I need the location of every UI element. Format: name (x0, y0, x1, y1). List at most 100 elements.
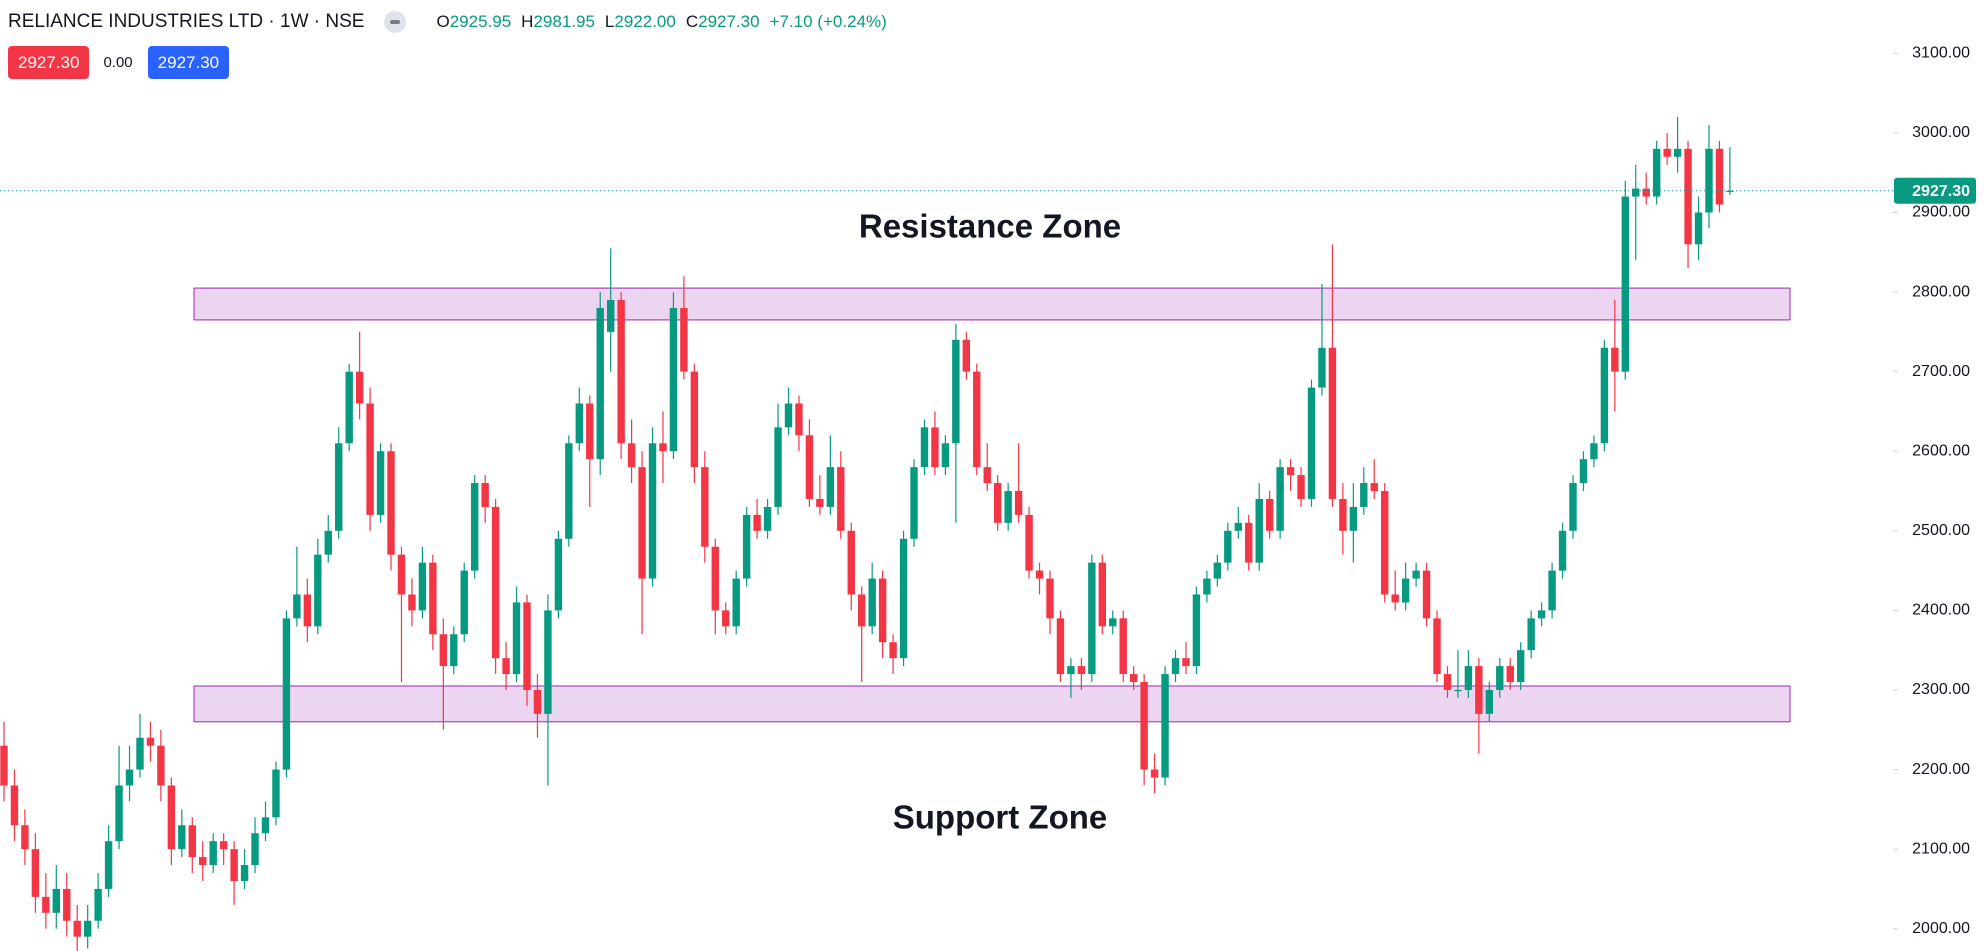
candle-body (1129, 674, 1138, 683)
y-tick-label: 3100.00 (1912, 45, 1970, 62)
candle-body (627, 443, 636, 468)
ohlc-value: 2925.95 (449, 12, 512, 31)
candle-body (1454, 689, 1462, 692)
candle-body (680, 307, 688, 372)
candle-body (732, 578, 740, 627)
candle-body (1171, 658, 1180, 675)
candle-body (1475, 666, 1483, 714)
candle-body (711, 546, 719, 611)
candle-body (83, 920, 92, 937)
candle-body (753, 514, 761, 531)
candle-body (617, 300, 625, 444)
candle-body (1485, 689, 1494, 714)
candle-body (1014, 491, 1023, 515)
candle-body (1004, 491, 1012, 523)
collapse-button[interactable] (384, 11, 407, 33)
candle-body (575, 403, 583, 444)
candle-body (240, 865, 249, 881)
candle-body (387, 451, 395, 555)
last-price-label: 2927.30 (1912, 183, 1970, 200)
trade-buttons: 2927.30 0.00 2927.30 (8, 46, 230, 79)
y-tick-label: 2600.00 (1912, 442, 1970, 459)
candle-body (104, 841, 113, 889)
candle-body (408, 594, 416, 611)
candle-body (847, 530, 855, 595)
ohlc-value: 2981.95 (533, 12, 595, 31)
candle-body (1046, 578, 1054, 619)
candle-body (502, 658, 510, 675)
candle-body (418, 562, 427, 611)
candle-body (868, 578, 876, 627)
candle-body (1098, 562, 1106, 627)
candle-body (1234, 522, 1242, 531)
candle-body (52, 888, 60, 913)
candle-body (816, 498, 824, 507)
ohlc-key: H (521, 12, 534, 31)
candle-body (376, 451, 385, 515)
candle-body (355, 371, 364, 404)
candle-body (1464, 666, 1473, 690)
candle-body (544, 610, 552, 714)
candle-body (1224, 530, 1232, 563)
candle-body (648, 443, 657, 579)
candle-body (1025, 514, 1033, 571)
candle-body (335, 443, 343, 531)
candle-body (994, 483, 1002, 523)
candle-body (899, 538, 908, 659)
ohlc-key: C (685, 12, 699, 31)
candle-body (1391, 594, 1399, 603)
candle-body (722, 610, 730, 627)
candle-body (1632, 188, 1640, 197)
candle-body (1056, 618, 1065, 675)
ohlc-key: O (436, 12, 450, 31)
y-tick-label: 2000.00 (1912, 920, 1970, 937)
y-tick-label: 2200.00 (1912, 761, 1970, 778)
candle-body (1150, 769, 1159, 778)
candle-body (73, 920, 81, 937)
candle-body (1443, 674, 1452, 690)
candle-body (1109, 618, 1117, 627)
candle-body (136, 737, 144, 770)
symbol-title[interactable]: RELIANCE INDUSTRIES LTD · 1W · NSE (8, 11, 365, 32)
candle-body (42, 896, 50, 913)
candle-body (282, 618, 291, 770)
candle-body (261, 817, 270, 834)
candle-body (178, 825, 186, 850)
candle-body (1182, 658, 1190, 667)
candle-body (962, 339, 971, 372)
zone (193, 287, 1791, 321)
candle-body (1517, 650, 1525, 683)
candle-body (858, 594, 866, 627)
candle-body (1715, 148, 1724, 205)
candle-body (314, 554, 322, 627)
candle-body (1119, 618, 1127, 675)
zone-label: Resistance Zone (859, 208, 1121, 245)
candle-body (1412, 570, 1420, 579)
ohlc-value: 2927.30 (698, 12, 760, 31)
candle-body (1652, 148, 1661, 197)
candle-body (1370, 483, 1378, 492)
buy-button[interactable]: 2927.30 (147, 46, 230, 79)
y-tick-label: 2900.00 (1912, 204, 1970, 221)
candle-body (1265, 498, 1274, 531)
candle-body (1307, 387, 1316, 499)
candle-body (146, 737, 155, 746)
candle-body (1590, 443, 1598, 460)
candle-body (1140, 682, 1148, 770)
candle-body (1621, 196, 1629, 372)
candle-body (596, 307, 604, 460)
candle-body (669, 307, 678, 452)
candle-body (1527, 618, 1535, 651)
candle-body (303, 594, 312, 627)
candle-body (774, 427, 782, 507)
candle-body (167, 785, 176, 850)
sell-button[interactable]: 2927.30 (8, 46, 90, 79)
candle-body (1433, 618, 1441, 675)
candle-body (460, 570, 468, 635)
symbol-header: RELIANCE INDUSTRIES LTD · 1W · NSE O 2925… (8, 9, 897, 35)
candle-body (742, 514, 751, 579)
price-change: +7.10 (+0.24%) (769, 12, 887, 31)
candle-body (1684, 148, 1692, 245)
candle-body (450, 634, 458, 667)
